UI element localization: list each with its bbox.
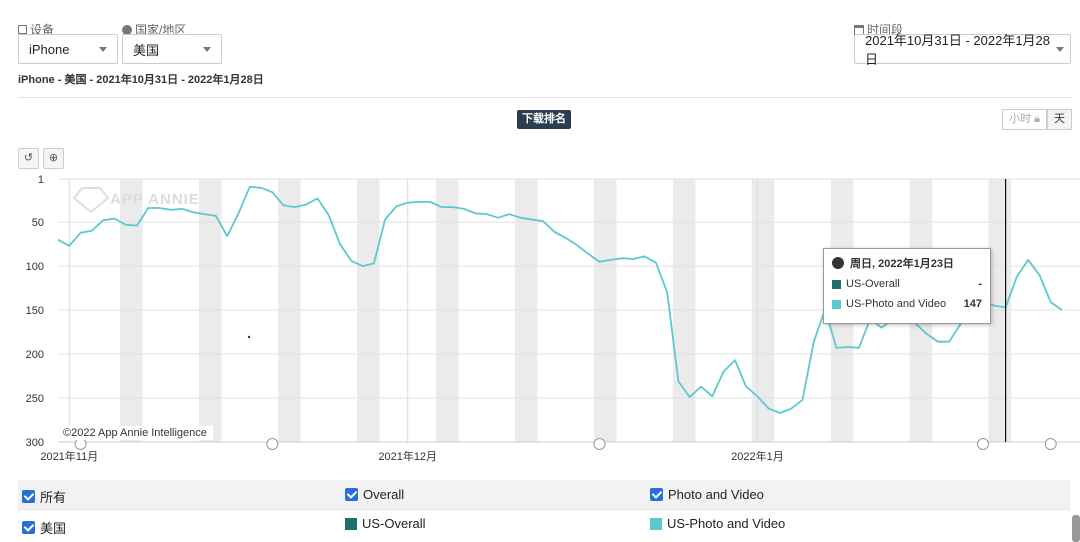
- event-marker-icon: [593, 438, 606, 450]
- y-tick-label: 300: [26, 437, 44, 449]
- legend-country[interactable]: 美国: [22, 518, 66, 537]
- reset-zoom-button[interactable]: ↺: [18, 148, 39, 169]
- calendar-icon: [854, 24, 864, 35]
- chevron-down-icon: [99, 47, 107, 52]
- legend-us-photo-label: US-Photo and Video: [667, 516, 786, 531]
- chart-title: 下载排名: [517, 110, 571, 129]
- legend-photo[interactable]: Photo and Video: [650, 487, 764, 502]
- watermark-text: APP ANNIE: [110, 191, 200, 208]
- scrollbar-thumb[interactable]: [1072, 515, 1080, 542]
- zoom-icon: ⊕: [48, 152, 59, 164]
- legend-all[interactable]: 所有: [22, 487, 66, 506]
- event-marker-icon: [1044, 438, 1057, 450]
- hour-button[interactable]: 小时 🔒︎: [1002, 109, 1047, 130]
- copyright-text: ©2022 App Annie Intelligence: [57, 426, 213, 440]
- device-label-text: 设备: [30, 23, 55, 37]
- checkbox-icon[interactable]: [650, 488, 663, 501]
- stray-dot: [247, 335, 251, 339]
- legend-us-overall-label: US-Overall: [362, 516, 426, 531]
- period-select[interactable]: 2021年10月31日 - 2022年1月28日: [854, 33, 1071, 67]
- y-tick-label: 1: [38, 174, 44, 186]
- swatch-overall: [832, 279, 841, 289]
- event-marker-icon: [74, 438, 87, 450]
- y-tick-label: 150: [26, 305, 44, 317]
- x-tick-label: 2021年11月: [40, 449, 98, 463]
- device-filter-label: 设备: [18, 21, 54, 38]
- legend-overall-label: Overall: [363, 487, 405, 502]
- legend-all-label: 所有: [40, 490, 67, 505]
- tooltip-date: 周日, 2022年1月23日: [850, 258, 954, 270]
- checkbox-icon[interactable]: [22, 490, 35, 503]
- divider: [18, 97, 1072, 98]
- swatch-overall: [345, 517, 357, 530]
- legend-country-row: 美国 US-Overall US-Photo and Video: [18, 510, 1070, 542]
- lock-icon: 🔒︎: [1034, 113, 1040, 125]
- tooltip-series-name: US-Overall: [846, 278, 900, 290]
- legend-overall[interactable]: Overall: [345, 487, 404, 502]
- y-tick-label: 250: [26, 393, 44, 405]
- tooltip-row-overall: US-Overall -: [832, 278, 982, 290]
- hour-button-label: 小时: [1009, 113, 1032, 125]
- checkbox-icon[interactable]: [22, 521, 35, 534]
- y-tick-label: 200: [26, 349, 44, 361]
- page-subtitle: iPhone - 美国 - 2021年10月31日 - 2022年1月28日: [18, 74, 264, 86]
- x-tick-label: 2021年12月: [378, 449, 437, 463]
- tooltip-series-name: US-Photo and Video: [846, 298, 947, 310]
- period-label-text: 时间段: [867, 23, 904, 37]
- event-marker-icon: [977, 438, 990, 450]
- y-tick-label: 100: [26, 261, 44, 273]
- legend-us-overall[interactable]: US-Overall: [345, 516, 426, 531]
- granularity-toggle: 小时 🔒︎ 天: [1002, 109, 1072, 130]
- swatch-photo: [832, 299, 841, 309]
- x-tick-label: 2022年1月: [731, 449, 784, 463]
- legend-photo-label: Photo and Video: [668, 487, 764, 502]
- legend-country-label: 美国: [40, 521, 67, 536]
- chevron-down-icon: [1056, 47, 1064, 52]
- day-button[interactable]: 天: [1047, 109, 1072, 130]
- legend-us-photo[interactable]: US-Photo and Video: [650, 516, 785, 531]
- chevron-down-icon: [203, 47, 211, 52]
- country-select-value: 美国: [133, 42, 160, 58]
- device-select[interactable]: iPhone: [18, 34, 118, 64]
- event-marker-icon: [266, 438, 279, 450]
- tooltip-series-value: 147: [963, 298, 982, 310]
- y-tick-label: 50: [32, 217, 44, 229]
- tooltip-series-value: -: [978, 278, 982, 290]
- chart-tooltip: 周日, 2022年1月23日 US-Overall - US-Photo and…: [823, 248, 991, 324]
- watermark-logo-icon: [72, 187, 110, 214]
- swatch-photo: [650, 517, 662, 530]
- country-label-text: 国家/地区: [135, 23, 187, 37]
- legend-header-row: 所有 Overall Photo and Video: [18, 480, 1070, 510]
- zoom-button[interactable]: ⊕: [43, 148, 64, 169]
- device-icon: [18, 25, 27, 34]
- country-filter-label: 国家/地区: [122, 21, 186, 38]
- country-select[interactable]: 美国: [122, 34, 222, 64]
- tooltip-row-photo: US-Photo and Video 147: [832, 298, 982, 310]
- undo-icon: ↺: [23, 152, 34, 164]
- globe-icon: [832, 257, 844, 269]
- period-select-value: 2021年10月31日 - 2022年1月28日: [865, 33, 1051, 67]
- checkbox-icon[interactable]: [345, 488, 358, 501]
- globe-icon: [122, 24, 132, 35]
- device-select-value: iPhone: [29, 41, 70, 57]
